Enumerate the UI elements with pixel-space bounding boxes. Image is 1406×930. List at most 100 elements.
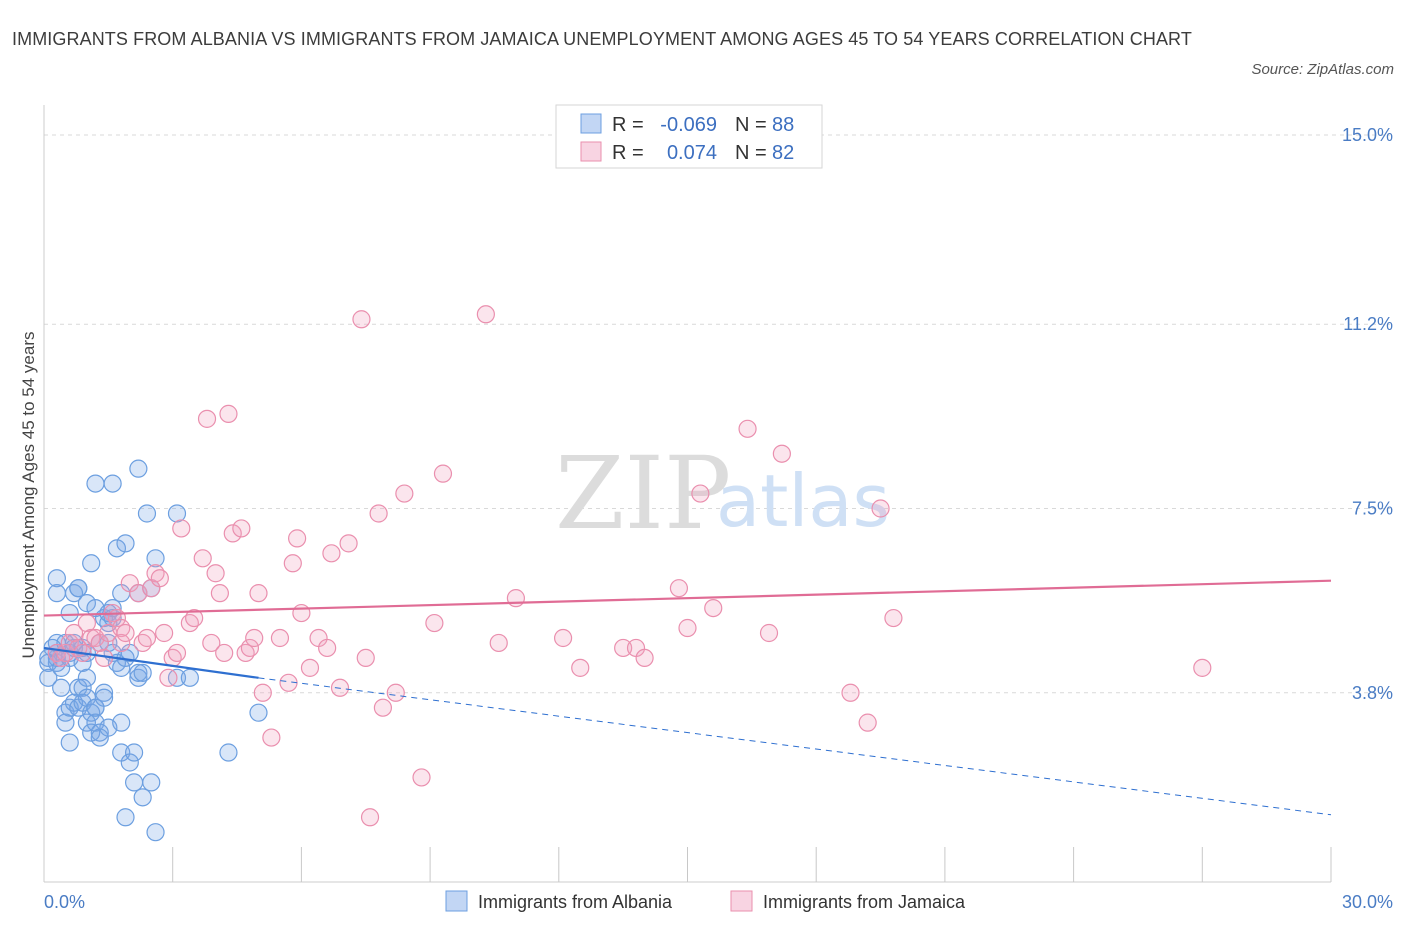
point-albania-48: [94, 688, 114, 707]
point-jamaica-84: [858, 713, 877, 732]
x-tick-label-1: 30.0%: [1342, 892, 1393, 912]
point-jamaica-57: [339, 534, 358, 553]
point-albania-69: [124, 773, 144, 792]
point-jamaica-40: [232, 519, 251, 538]
watermark: ZIP atlas: [555, 435, 890, 552]
point-albania-56: [103, 598, 122, 618]
point-jamaica-37: [215, 643, 234, 663]
legend-swatch-jamaica: [730, 890, 753, 912]
stats-legend-r-value-jamaica: 0.074: [667, 142, 717, 164]
point-jamaica-35: [206, 564, 225, 583]
point-jamaica-50: [288, 529, 307, 548]
point-jamaica-28: [167, 643, 187, 663]
point-albania-80: [146, 823, 165, 842]
point-jamaica-61: [369, 504, 388, 523]
point-albania-16: [60, 603, 79, 623]
point-jamaica-68: [476, 305, 495, 324]
trend-lines: [43, 579, 1332, 816]
point-albania-36: [82, 554, 101, 573]
x-tick-labels: 0.0% 30.0%: [44, 892, 1393, 912]
point-jamaica-29: [172, 519, 191, 538]
point-jamaica-69: [489, 633, 508, 653]
point-albania-87: [69, 579, 88, 598]
point-albania-8: [39, 668, 58, 687]
point-albania-76: [133, 663, 152, 682]
point-albania-39: [86, 474, 105, 493]
point-jamaica-44: [249, 584, 268, 603]
point-albania-82: [167, 504, 187, 523]
point-jamaica-16: [112, 633, 131, 653]
trend-albania-solid: [43, 646, 259, 679]
point-albania-15: [60, 733, 79, 752]
point-jamaica-8: [82, 628, 101, 648]
point-albania-1: [47, 584, 66, 603]
x-minor-ticks: [172, 847, 1332, 882]
point-jamaica-39: [223, 524, 242, 543]
point-jamaica-51: [292, 603, 311, 623]
point-jamaica-38: [219, 404, 238, 423]
series-legend: Immigrants from Albania Immigrants from …: [445, 890, 966, 912]
stats-legend-frame: [555, 104, 823, 169]
point-jamaica-43: [245, 628, 264, 648]
point-jamaica-52: [300, 658, 320, 677]
stats-legend-n-value-albania: 88: [772, 114, 794, 136]
point-jamaica-42: [240, 638, 260, 658]
point-albania-12: [56, 713, 75, 732]
point-jamaica-64: [395, 484, 414, 503]
stats-legend-n-label-jamaica: N =: [735, 142, 767, 164]
point-jamaica-75: [635, 648, 654, 668]
point-jamaica-62: [373, 698, 393, 717]
point-jamaica-58: [352, 310, 371, 329]
point-jamaica-85: [871, 499, 890, 518]
point-jamaica-73: [614, 638, 633, 658]
point-jamaica-24: [150, 569, 169, 588]
point-jamaica-17: [116, 623, 135, 643]
stats-legend-r-label-albania: R =: [612, 114, 644, 136]
point-albania-44: [90, 723, 109, 742]
point-albania-84: [180, 668, 199, 687]
point-jamaica-67: [433, 464, 453, 483]
point-jamaica-59: [356, 648, 375, 668]
point-jamaica-70: [506, 589, 526, 608]
point-albania-62: [112, 713, 131, 732]
watermark-atlas: atlas: [716, 459, 890, 543]
y-tick-label-1: 7.5%: [1352, 499, 1393, 519]
point-albania-31: [77, 668, 97, 687]
point-albania-67: [120, 753, 139, 772]
y-tick-label-0: 3.8%: [1352, 683, 1393, 703]
point-jamaica-21: [137, 628, 157, 648]
series-albania-points: [39, 459, 268, 842]
point-jamaica-47: [270, 628, 290, 648]
point-jamaica-33: [197, 409, 217, 428]
trend-albania-dashed: [258, 677, 1332, 816]
point-albania-0: [47, 569, 66, 588]
point-albania-55: [103, 474, 122, 493]
point-jamaica-45: [253, 683, 272, 702]
stats-legend-swatch-jamaica: [580, 141, 602, 162]
chart-title: IMMIGRANTS FROM ALBANIA VS IMMIGRANTS FR…: [12, 29, 1192, 49]
point-albania-71: [129, 459, 148, 478]
point-albania-65: [116, 808, 135, 827]
point-jamaica-34: [202, 633, 221, 653]
legend-swatch-albania: [445, 890, 468, 912]
point-jamaica-60: [360, 808, 380, 827]
point-jamaica-63: [386, 683, 405, 702]
y-axis-label: Unemployment Among Ages 45 to 54 years: [19, 332, 38, 659]
point-jamaica-4: [64, 623, 84, 643]
series-jamaica-points: [47, 305, 1212, 827]
stats-legend-r-value-albania: -0.069: [660, 114, 717, 136]
y-tick-label-2: 11.2%: [1343, 314, 1393, 334]
stats-legend-n-label-albania: N =: [735, 114, 767, 136]
point-jamaica-26: [159, 668, 178, 687]
point-jamaica-49: [283, 554, 302, 573]
point-albania-74: [129, 663, 148, 682]
point-albania-58: [107, 539, 127, 558]
point-jamaica-77: [678, 618, 697, 638]
point-jamaica-82: [772, 444, 791, 463]
point-jamaica-55: [322, 544, 341, 563]
point-albania-78: [142, 773, 161, 792]
point-jamaica-66: [425, 613, 444, 633]
y-gridlines: [44, 134, 1390, 694]
point-jamaica-83: [841, 683, 860, 702]
